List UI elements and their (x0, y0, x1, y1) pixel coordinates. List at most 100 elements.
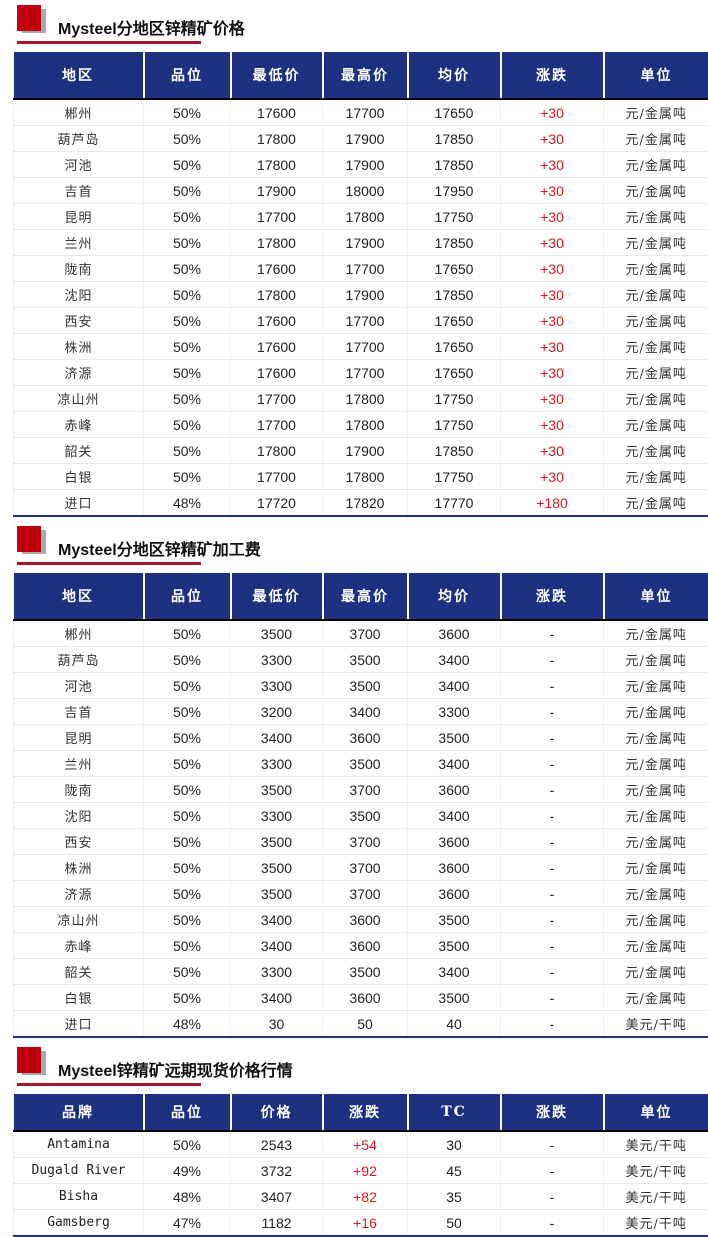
table-cell: 凉山州 (14, 386, 144, 412)
column-header: 最低价 (231, 573, 323, 620)
table-cell: 17600 (231, 360, 323, 386)
table-cell: 陇南 (14, 256, 144, 282)
table-cell: - (501, 1184, 604, 1210)
table-cell: 吉首 (14, 699, 144, 725)
table-cell: - (501, 881, 604, 907)
table-cell: 3300 (231, 647, 323, 673)
column-header: 地区 (14, 52, 144, 99)
table-cell: +30 (501, 204, 604, 230)
table-cell: 赤峰 (14, 412, 144, 438)
table-cell: 17600 (231, 308, 323, 334)
table-cell: 17750 (408, 412, 501, 438)
table-cell: 17800 (231, 282, 323, 308)
table-cell: 元/金属吨 (604, 777, 708, 803)
table-cell: 元/金属吨 (604, 803, 708, 829)
table-cell: 3700 (323, 855, 408, 881)
table-cell: 西安 (14, 829, 144, 855)
table-cell: 50% (144, 829, 231, 855)
table-cell: 3500 (231, 620, 323, 647)
table-cell: 白银 (14, 464, 144, 490)
table-cell: 白银 (14, 985, 144, 1011)
table-cell: 3700 (323, 881, 408, 907)
table-cell: 3500 (323, 647, 408, 673)
table-cell: 17700 (323, 334, 408, 360)
table-cell: 元/金属吨 (604, 933, 708, 959)
table-cell: 3500 (231, 855, 323, 881)
table-cell: 3732 (231, 1158, 323, 1184)
section-title: Mysteel锌精矿远期现货价格行情 (58, 1057, 293, 1081)
table-cell: 3500 (231, 829, 323, 855)
table-cell: 元/金属吨 (604, 881, 708, 907)
logo-square-red-icon (17, 526, 41, 552)
column-header: 涨跌 (323, 1094, 408, 1131)
column-header: 单位 (604, 1094, 708, 1131)
table-cell: - (501, 725, 604, 751)
table-cell: 元/金属吨 (604, 725, 708, 751)
table-cell: 济源 (14, 360, 144, 386)
table-cell: - (501, 985, 604, 1011)
table-cell: +92 (323, 1158, 408, 1184)
table-cell: 50% (144, 647, 231, 673)
table-cell: 元/金属吨 (604, 620, 708, 647)
table-cell: 3500 (323, 803, 408, 829)
table-cell: - (501, 907, 604, 933)
table-cell: 3600 (408, 829, 501, 855)
table-cell: 17900 (231, 178, 323, 204)
table-cell: - (501, 1011, 604, 1038)
table-cell: 元/金属吨 (604, 204, 708, 230)
table-cell: 17650 (408, 308, 501, 334)
table-cell: 3400 (231, 907, 323, 933)
table-cell: 3600 (408, 855, 501, 881)
table-cell: 17700 (231, 386, 323, 412)
table-cell: - (501, 1131, 604, 1158)
table-cell: 元/金属吨 (604, 308, 708, 334)
table-cell: 韶关 (14, 438, 144, 464)
table-cell: +30 (501, 464, 604, 490)
title-underline (17, 41, 201, 44)
table-cell: 17800 (231, 126, 323, 152)
table-cell: 17700 (323, 308, 408, 334)
logo-square-red-icon (17, 1047, 41, 1073)
column-header: TC (408, 1094, 501, 1131)
table-cell: 17700 (231, 204, 323, 230)
table-cell: 17600 (231, 256, 323, 282)
table-cell: 17850 (408, 282, 501, 308)
table-cell: 元/金属吨 (604, 256, 708, 282)
table-cell: 河池 (14, 673, 144, 699)
column-header: 单位 (604, 573, 708, 620)
table-cell: +82 (323, 1184, 408, 1210)
section-title: Mysteel分地区锌精矿加工费 (58, 536, 261, 560)
table-cell: +30 (501, 360, 604, 386)
table-cell: - (501, 620, 604, 647)
table-cell: 韶关 (14, 959, 144, 985)
table-cell: +30 (501, 152, 604, 178)
table-cell: 3600 (323, 985, 408, 1011)
table-cell: 50% (144, 959, 231, 985)
table-cell: 50% (144, 699, 231, 725)
table-cell: 17800 (323, 464, 408, 490)
table-cell: 50% (144, 464, 231, 490)
column-header: 最高价 (323, 52, 408, 99)
table-cell: 3400 (323, 699, 408, 725)
column-header: 品位 (144, 573, 231, 620)
table-cell: 3600 (408, 777, 501, 803)
table-cell: 17650 (408, 360, 501, 386)
table-cell: 3700 (323, 777, 408, 803)
table-cell: 50 (408, 1210, 501, 1237)
